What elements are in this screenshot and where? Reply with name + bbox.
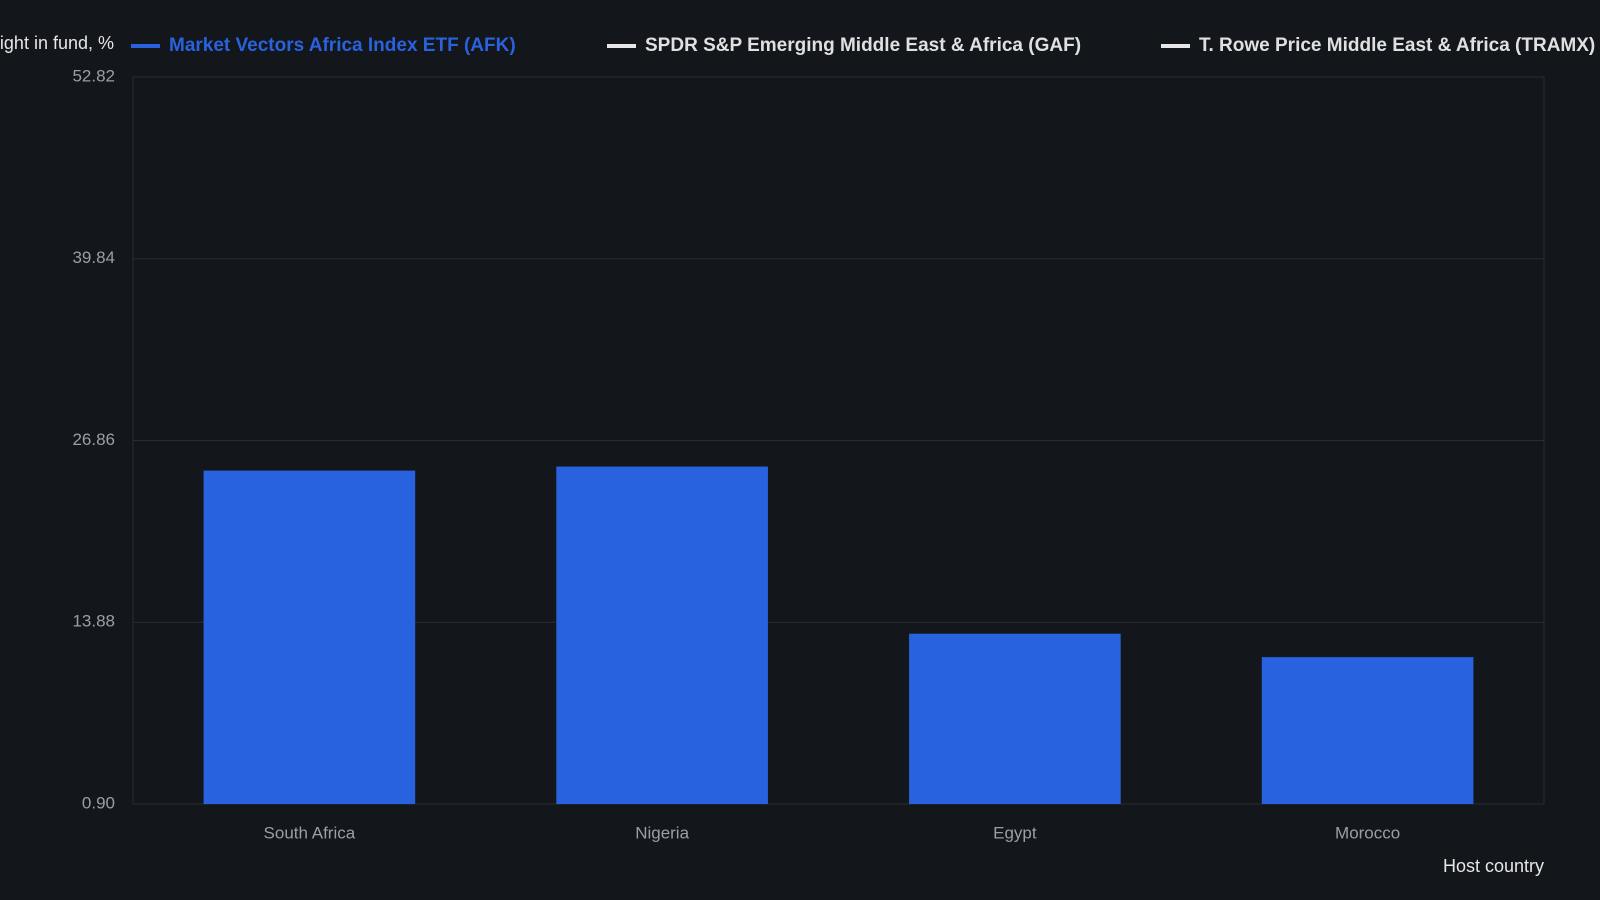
y-tick-label: 39.84 (72, 248, 115, 267)
legend-entry: Market Vectors Africa Index ETF (AFK) (169, 35, 516, 56)
x-axis-label: Host country (1443, 856, 1544, 876)
bar (909, 633, 1121, 804)
bar (203, 470, 416, 804)
legend-entry: SPDR S&P Emerging Middle East & Africa (… (645, 35, 1081, 56)
bar (556, 466, 768, 804)
y-tick-label: 13.88 (72, 612, 115, 631)
x-tick-label: Nigeria (635, 823, 689, 842)
bar (1261, 657, 1474, 804)
x-tick-label: Egypt (993, 823, 1037, 842)
y-axis-label: Weight in fund, % (0, 33, 114, 53)
x-tick-label: South Africa (264, 823, 356, 842)
y-tick-label: 0.90 (82, 793, 115, 812)
y-tick-label: 52.82 (72, 66, 115, 85)
y-tick-label: 26.86 (72, 430, 115, 449)
x-tick-label: Morocco (1335, 823, 1400, 842)
legend-entry: T. Rowe Price Middle East & Africa (TRAM… (1199, 35, 1595, 56)
